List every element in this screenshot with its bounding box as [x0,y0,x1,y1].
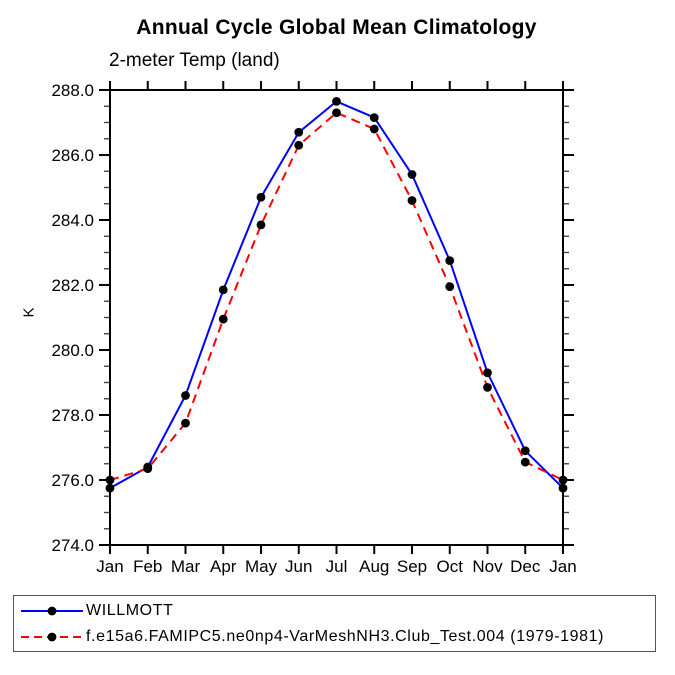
series-line-0 [109,100,564,489]
legend: WILLMOTT f.e15a6.FAMIPC5.ne0np4-VarMeshN… [13,595,656,652]
x-tick-labels: Jan Feb Mar Apr May Jun Jul Aug Sep Oct Nov Dec Jan [96,557,576,576]
svg-text:286.0: 286.0 [51,146,94,165]
series-line-1 [109,111,564,481]
svg-text:288.0: 288.0 [51,81,94,100]
svg-text:May: May [245,557,278,576]
svg-text:Jan: Jan [549,557,576,576]
series-markers-0 [105,96,568,493]
svg-text:Jan: Jan [96,557,123,576]
svg-text:276.0: 276.0 [51,471,94,490]
svg-text:Dec: Dec [510,557,541,576]
plot-area: 274.0 276.0 278.0 280.0 282.0 284.0 286.0 288.0… [51,81,577,576]
svg-text:Mar: Mar [171,557,201,576]
chart-title: Annual Cycle Global Mean Climatology [136,16,537,39]
svg-text:Apr: Apr [210,557,237,576]
y-tick-labels: 274.0 276.0 278.0 280.0 282.0 284.0 286.0 288.0 [51,81,94,555]
y-minor-ticks [104,105,569,530]
y-major-ticks [99,89,574,546]
series-markers-1 [105,108,568,485]
svg-text:278.0: 278.0 [51,406,94,425]
x-ticks [109,81,564,554]
svg-text:Oct: Oct [437,557,464,576]
legend-item-model: f.e15a6.FAMIPC5.ne0np4-VarMeshNH3.Club_T… [20,626,604,648]
svg-text:Feb: Feb [133,557,162,576]
svg-text:Jul: Jul [326,557,348,576]
axis-box [109,89,564,546]
svg-text:Sep: Sep [397,557,427,576]
legend-line-sample-dashed [21,632,83,642]
svg-text:Nov: Nov [472,557,503,576]
svg-text:Aug: Aug [359,557,389,576]
y-axis-title: K [20,307,38,318]
svg-text:Jun: Jun [285,557,312,576]
svg-text:280.0: 280.0 [51,341,94,360]
legend-item-willmott: WILLMOTT [20,600,173,622]
svg-text:282.0: 282.0 [51,276,94,295]
svg-text:274.0: 274.0 [51,536,94,555]
chart-subtitle: 2-meter Temp (land) [109,50,280,71]
svg-text:284.0: 284.0 [51,211,94,230]
legend-line-sample-solid [21,606,83,616]
legend-label: f.e15a6.FAMIPC5.ne0np4-VarMeshNH3.Club_T… [86,628,605,645]
legend-label: WILLMOTT [86,602,174,619]
